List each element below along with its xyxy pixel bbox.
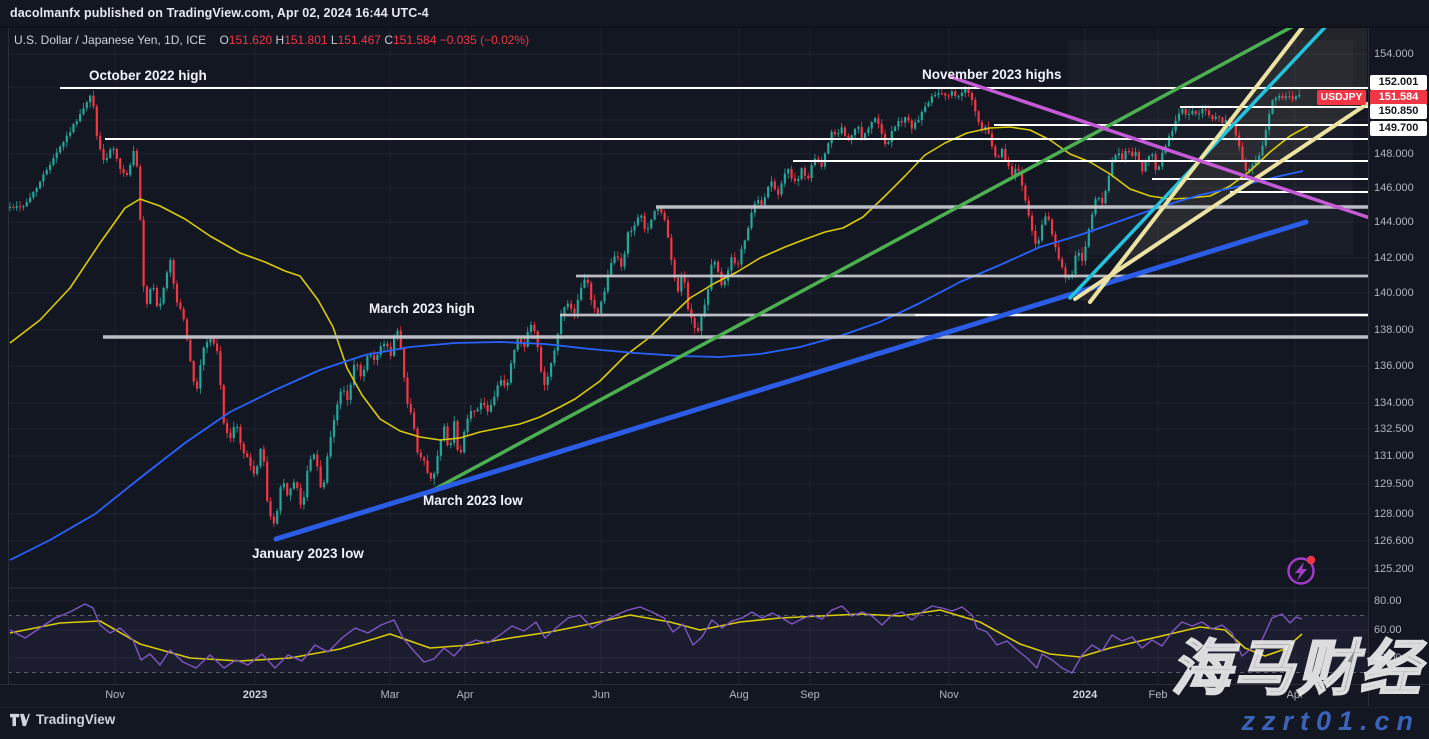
time-tick: 2024 bbox=[1072, 689, 1098, 701]
ohlc-value: 151.801 bbox=[284, 33, 331, 47]
time-tick: 2023 bbox=[242, 689, 268, 701]
price-tick: 142.000 bbox=[1374, 252, 1414, 264]
price-tick: 146.000 bbox=[1374, 182, 1414, 194]
channel-lower-cream bbox=[1073, 102, 1368, 301]
rsi-band bbox=[8, 615, 1368, 673]
annotation-october-2022-high: October 2022 high bbox=[89, 68, 207, 83]
ohlc-label: O bbox=[219, 33, 229, 47]
tradingview-logo-icon bbox=[10, 713, 30, 726]
time-tick: Nov bbox=[105, 689, 125, 701]
ascending-from-january-2023-low bbox=[273, 219, 1309, 542]
price-tick: 148.000 bbox=[1374, 148, 1414, 160]
ascending-from-march-2023-low bbox=[433, 28, 1294, 491]
rsi-line bbox=[9, 603, 1303, 674]
symbol-price-badge: USDJPY bbox=[1317, 89, 1366, 105]
rsi-ma-line bbox=[9, 609, 1303, 662]
tradingview-logo[interactable]: TradingView bbox=[10, 712, 115, 727]
change-value: −0.035 (−0.02%) bbox=[439, 33, 530, 47]
price-tick: 129.500 bbox=[1374, 478, 1414, 490]
ohlc-value: 151.584 bbox=[392, 33, 440, 47]
indicator-tick: 80.00 bbox=[1374, 595, 1402, 607]
price-label-151.584: 151.584 bbox=[1370, 89, 1427, 105]
ohlc-value: 151.620 bbox=[228, 33, 276, 47]
time-tick: Jun bbox=[592, 689, 610, 701]
price-tick: 126.600 bbox=[1374, 535, 1414, 547]
price-tick: 131.000 bbox=[1374, 450, 1414, 462]
price-label-152.001: 152.001 bbox=[1370, 74, 1427, 90]
watermark-chinese: 海马财经 bbox=[1170, 634, 1423, 703]
ohlc-values: O151.620 H151.801 L151.467 C151.584 bbox=[219, 33, 439, 47]
time-axis-row[interactable] bbox=[0, 684, 1429, 708]
time-tick: Apr bbox=[456, 689, 474, 701]
ohlc-label: L bbox=[330, 33, 338, 47]
time-tick: Mar bbox=[380, 689, 400, 701]
tradingview-logo-text: TradingView bbox=[36, 712, 116, 727]
ohlc-value: 151.467 bbox=[337, 33, 385, 47]
ma-slow-blue bbox=[9, 170, 1304, 561]
symbol-legend[interactable]: U.S. Dollar / Japanese Yen, 1D, ICE O151… bbox=[14, 33, 529, 47]
channel-upper-cream bbox=[1088, 28, 1305, 304]
indicator-tick: 40.00 bbox=[1374, 652, 1402, 664]
price-label-149.700: 149.700 bbox=[1370, 120, 1427, 136]
price-tick: 128.000 bbox=[1374, 508, 1414, 520]
price-tick: 154.000 bbox=[1374, 48, 1414, 60]
flash-ideas-icon[interactable] bbox=[1287, 555, 1316, 585]
time-tick: Feb bbox=[1148, 689, 1168, 701]
price-tick: 136.000 bbox=[1374, 360, 1414, 372]
descending-from-november-2023 bbox=[949, 75, 1368, 220]
annotation-march-2023-low: March 2023 low bbox=[423, 493, 523, 508]
indicator-tick: 60.00 bbox=[1374, 624, 1402, 636]
price-tick: 125.200 bbox=[1374, 563, 1414, 575]
price-tick: 140.000 bbox=[1374, 287, 1414, 299]
time-tick: Sep bbox=[800, 689, 820, 701]
price-tick: 132.500 bbox=[1374, 423, 1414, 435]
symbol-title[interactable]: U.S. Dollar / Japanese Yen, 1D, ICE bbox=[14, 33, 207, 47]
ohlc-label: C bbox=[384, 33, 393, 47]
support-resistance-levels bbox=[60, 87, 1368, 339]
ma-fast-yellow bbox=[9, 125, 1309, 441]
annotation-january-2023-low: January 2023 low bbox=[252, 546, 364, 561]
price-tick: 144.000 bbox=[1374, 216, 1414, 228]
annotation-march-2023-high: March 2023 high bbox=[369, 301, 475, 316]
price-tick: 134.000 bbox=[1374, 397, 1414, 409]
price-tick: 138.000 bbox=[1374, 324, 1414, 336]
channel-fill bbox=[1075, 28, 1367, 302]
published-text: dacolmanfx published on TradingView.com,… bbox=[10, 6, 429, 20]
time-tick: Apr bbox=[1286, 689, 1304, 701]
candles bbox=[8, 85, 1301, 527]
time-tick: Nov bbox=[939, 689, 959, 701]
price-label-150.850: 150.850 bbox=[1370, 103, 1427, 119]
published-bar: dacolmanfx published on TradingView.com,… bbox=[0, 0, 1429, 28]
ohlc-label: H bbox=[275, 33, 285, 47]
watermark-url: zzrt01.cn bbox=[1241, 706, 1420, 736]
time-tick: Aug bbox=[729, 689, 749, 701]
annotation-november-2023-highs: November 2023 highs bbox=[922, 67, 1062, 82]
